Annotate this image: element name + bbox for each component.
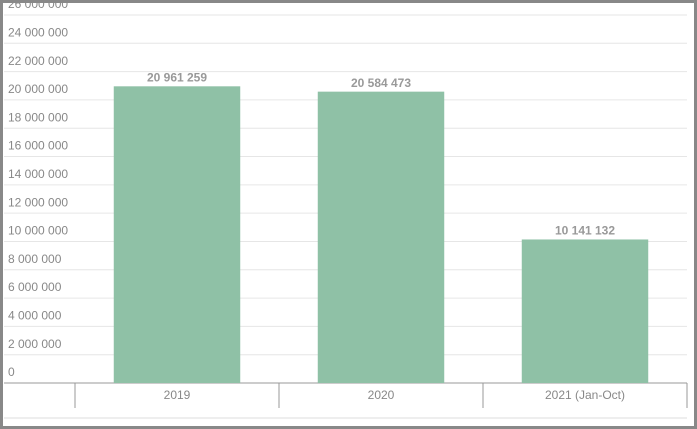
- bar: [317, 91, 445, 383]
- y-tick-label: 22 000 000: [8, 54, 68, 68]
- y-tick-label: 6 000 000: [8, 280, 62, 294]
- x-tick-label: 2021 (Jan-Oct): [545, 388, 625, 402]
- x-tick-label: 2019: [164, 388, 191, 402]
- bar: [521, 239, 649, 383]
- y-tick-label: 18 000 000: [8, 110, 68, 124]
- y-tick-label: 24 000 000: [8, 25, 68, 39]
- y-tick-label: 26 000 000: [8, 0, 68, 11]
- y-tick-label: 2 000 000: [8, 337, 62, 351]
- y-tick-label: 16 000 000: [8, 139, 68, 153]
- value-label: 10 141 132: [555, 224, 615, 238]
- y-tick-label: 4 000 000: [8, 309, 62, 323]
- value-label: 20 961 259: [147, 70, 207, 84]
- bar: [113, 86, 241, 383]
- y-tick-label: 14 000 000: [8, 167, 68, 181]
- x-tick-label: 2020: [368, 388, 395, 402]
- y-tick-label: 12 000 000: [8, 195, 68, 209]
- y-tick-label: 0: [8, 365, 15, 379]
- y-tick-label: 20 000 000: [8, 82, 68, 96]
- y-tick-label: 8 000 000: [8, 252, 62, 266]
- value-label: 20 584 473: [351, 76, 411, 90]
- y-tick-label: 10 000 000: [8, 224, 68, 238]
